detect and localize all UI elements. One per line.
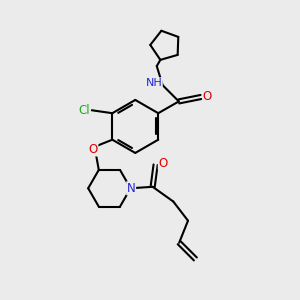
Text: Cl: Cl <box>79 104 90 117</box>
Text: O: O <box>203 91 212 103</box>
Text: O: O <box>158 157 168 170</box>
Text: O: O <box>88 143 98 156</box>
Text: N: N <box>127 182 136 195</box>
Text: NH: NH <box>146 78 162 88</box>
